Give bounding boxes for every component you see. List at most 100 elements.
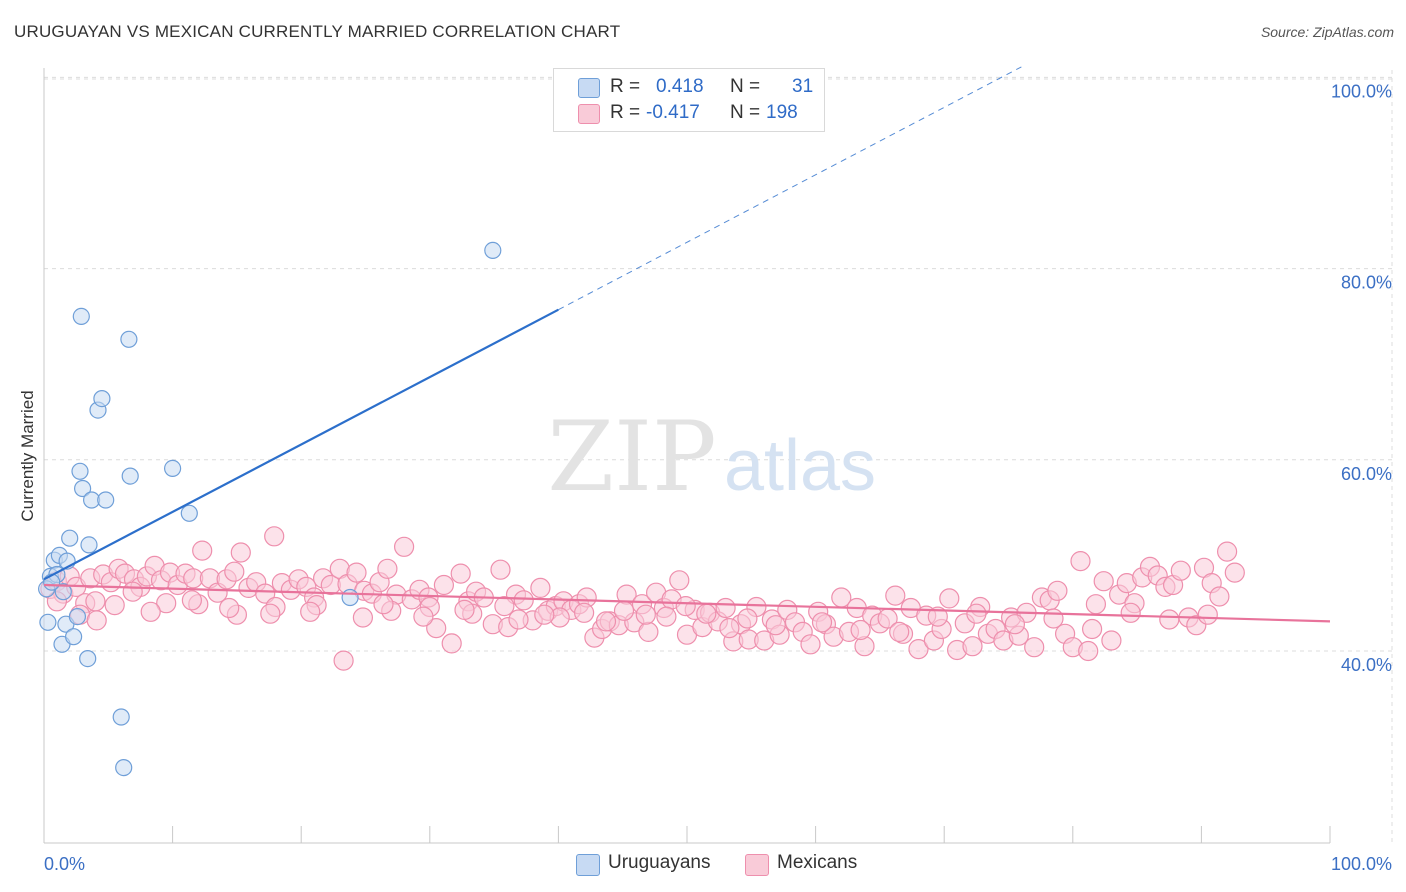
mexicans-point	[927, 606, 948, 627]
mexicans-point	[1024, 637, 1045, 658]
mexicans-point	[508, 609, 529, 630]
mexicans-point	[1070, 550, 1091, 572]
mexicans-point	[595, 611, 617, 632]
uruguayans-point	[112, 708, 130, 726]
uruguayans-point	[71, 462, 89, 480]
mexicans-point	[1085, 594, 1107, 615]
mexicans-point	[224, 561, 245, 582]
mexicans-point	[260, 603, 281, 624]
mexicans-point	[264, 526, 285, 547]
mexicans-point	[122, 581, 143, 602]
mexicans-point	[394, 536, 415, 557]
legend-r-value-uruguayans: 0.418	[656, 76, 704, 97]
mexicans-point	[433, 574, 454, 596]
bottom-legend-swatch-mexicans	[745, 854, 769, 876]
mexicans-point	[373, 594, 394, 615]
mexicans-point	[889, 621, 910, 643]
mexicans-point	[715, 597, 736, 619]
uruguayans-point	[341, 588, 359, 607]
bottom-legend-label-uruguayans: Uruguayans	[608, 852, 711, 873]
mexicans-point	[850, 619, 871, 641]
mexicans-point	[490, 559, 511, 580]
mexicans-point	[413, 606, 434, 627]
uruguayans-point	[120, 330, 138, 348]
mexicans-point	[140, 601, 161, 622]
uruguayans-point	[61, 529, 79, 547]
mexicans-point	[192, 540, 213, 561]
mexicans-point	[966, 603, 987, 624]
mexicans-point	[494, 595, 515, 617]
mexicans-point	[613, 600, 635, 621]
mexicans-point	[534, 604, 555, 625]
mexicans-point	[85, 591, 106, 612]
uruguayans-point	[39, 613, 57, 631]
mexicans-point	[885, 585, 906, 606]
trend-lines	[43, 66, 1331, 623]
uruguayans-point	[54, 583, 72, 601]
mexicans-point	[939, 588, 960, 609]
source-label: Source: ZipAtlas.com	[1260, 24, 1394, 40]
legend-r-label: R =	[610, 76, 641, 97]
uruguayans-point	[164, 459, 182, 477]
uruguayans-point	[80, 536, 98, 554]
mexicans-point	[1004, 614, 1026, 635]
mexicans-points	[40, 526, 1245, 671]
legend-swatch-mexicans	[578, 104, 600, 124]
uruguayans-point	[68, 607, 87, 626]
mexicans-point	[333, 650, 354, 671]
mexicans-point	[346, 562, 367, 583]
legend-n-value-uruguayans: 31	[792, 76, 814, 97]
legend-r-label: R =	[610, 102, 641, 123]
uruguayans-point	[93, 390, 111, 408]
legend-n-label: N =	[730, 102, 761, 123]
mexicans-point	[86, 610, 107, 631]
mexicans-point	[656, 606, 677, 627]
legend-n-value-mexicans: 198	[766, 102, 798, 123]
uruguayans-point	[73, 479, 92, 498]
mexicans-point	[219, 597, 240, 619]
uruguayans-point	[72, 307, 90, 325]
uruguayans-point	[180, 504, 198, 522]
x-tick-label-left: 0.0%	[44, 854, 85, 874]
watermark-atlas: atlas	[724, 426, 876, 506]
grid-lines	[44, 70, 1393, 843]
mexicans-point	[530, 577, 551, 599]
mexicans-point	[1170, 560, 1191, 581]
mexicans-point	[719, 617, 740, 639]
legend-swatch-uruguayans	[578, 78, 600, 98]
y-tick-label: 100.0%	[1331, 81, 1392, 101]
mexicans-point	[1224, 562, 1245, 583]
mexicans-point	[300, 601, 321, 622]
mexicans-point	[675, 595, 696, 617]
mexicans-point	[255, 583, 276, 604]
uruguayans-point	[115, 758, 133, 777]
mexicans-point	[1101, 630, 1122, 651]
mexicans-point	[811, 612, 833, 633]
mexicans-point	[737, 608, 758, 629]
mexicans-point	[1047, 580, 1068, 601]
mexicans-point	[1120, 602, 1141, 623]
uruguayans-point	[79, 649, 97, 668]
uruguayans-point	[121, 467, 139, 485]
mexicans-point	[454, 599, 475, 621]
watermark-zip: ZIP	[547, 401, 716, 513]
uruguayans-trend-line	[43, 308, 559, 581]
mexicans-point	[104, 594, 125, 616]
mexicans-point	[1081, 618, 1103, 640]
mexicans-point	[765, 615, 786, 636]
y-tick-labels: 100.0% 80.0% 60.0% 40.0%	[1331, 81, 1392, 675]
mexicans-point	[635, 604, 656, 625]
mexicans-point	[800, 634, 821, 655]
bottom-legend-label-mexicans: Mexicans	[777, 852, 858, 873]
mexicans-point	[377, 558, 398, 579]
mexicans-point	[573, 602, 595, 623]
mexicans-point	[513, 590, 534, 611]
mexicans-point	[450, 563, 471, 584]
chart-title: URUGUAYAN VS MEXICAN CURRENTLY MARRIED C…	[14, 22, 621, 41]
mexicans-point	[1078, 640, 1099, 662]
mexicans-point	[1043, 608, 1064, 629]
x-tick-label-right: 100.0%	[1331, 854, 1392, 874]
mexicans-point	[426, 617, 447, 639]
bottom-legend-swatch-uruguayans	[576, 854, 600, 876]
mexicans-point	[1216, 541, 1238, 562]
